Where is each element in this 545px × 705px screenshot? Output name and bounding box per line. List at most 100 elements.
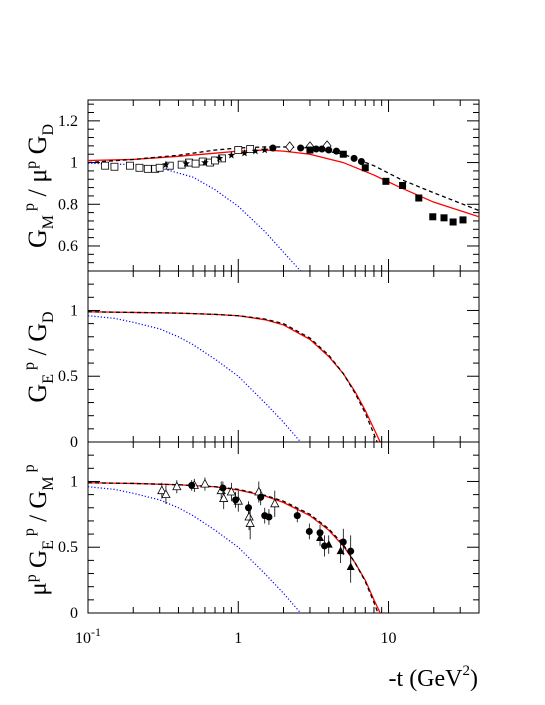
label-part: 2 <box>463 663 471 679</box>
y-tick-label: 1 <box>70 473 78 490</box>
data-point-star <box>240 149 249 157</box>
curves <box>88 482 381 613</box>
data-point-circle-filled <box>269 144 277 152</box>
data-point-square-filled <box>429 213 437 221</box>
y-tick-label: 0.6 <box>58 238 78 255</box>
label-part: p <box>23 161 40 169</box>
data-point-star <box>215 154 224 162</box>
series-blue-dotted <box>88 162 302 271</box>
data-point-triangle-open <box>157 485 167 495</box>
data-point-square-open <box>234 146 243 154</box>
y-tick-label: 0.8 <box>58 196 78 213</box>
data-point-square-open <box>177 160 186 169</box>
label-part: / G <box>23 323 52 362</box>
data-point-square-open <box>101 161 110 170</box>
data-point-circle-filled <box>312 145 320 153</box>
label-part: ) <box>470 666 478 692</box>
label-part: G <box>23 384 52 403</box>
y-ticks: 0.6 0.8 1 1.2 <box>58 103 479 272</box>
data-point-star <box>182 159 190 167</box>
data-point-square-filled <box>415 194 423 202</box>
data-point-circle-filled <box>245 504 253 512</box>
data-point-triangle-open <box>270 498 280 508</box>
curves <box>88 311 381 442</box>
data-point-square-filled <box>339 150 347 158</box>
series-black-dashed <box>88 482 379 613</box>
panel-frame <box>87 99 480 272</box>
data-point-star <box>201 158 209 166</box>
panel-top: 0.6 0.8 1 1.2 <box>58 99 480 272</box>
label-part: p <box>21 203 38 215</box>
label-part: / μ <box>23 169 52 203</box>
y-tick-label: 0.5 <box>58 368 78 385</box>
data-point-square-open <box>135 163 144 172</box>
label-part: D <box>40 311 57 323</box>
data-point-triangle-open <box>219 493 229 502</box>
data-point-square-filled <box>399 182 407 189</box>
data-point-circle-filled <box>339 538 347 546</box>
label-part: 1 <box>234 630 242 647</box>
data-point-square-open <box>246 145 255 153</box>
data-point-circle-filled <box>293 512 301 520</box>
data-point-triangle-filled <box>336 546 345 555</box>
series-blue-dotted <box>88 315 302 442</box>
data-point-square-open <box>155 163 164 172</box>
data-point-triangle-open <box>161 489 171 499</box>
label-part: 10 <box>75 630 91 647</box>
series-red-solid <box>88 311 381 442</box>
data-point-triangle-filled <box>324 540 333 548</box>
data-point-triangle-open <box>172 481 182 491</box>
panel-middle: 00.51 <box>58 270 480 451</box>
label-part: p <box>21 464 38 476</box>
series-red-solid <box>88 149 479 218</box>
label-part: G <box>23 136 52 161</box>
y-tick-label: 1.2 <box>58 113 78 130</box>
label-part: 10 <box>381 630 397 647</box>
x-tick-label: 10-1 <box>75 625 101 647</box>
data-point-circle-filled <box>265 513 273 521</box>
series-black-dashed <box>88 146 479 212</box>
data-point-triangle-open <box>245 518 255 527</box>
data-point-circle-filled <box>257 493 265 501</box>
data-point-star <box>162 160 170 168</box>
y-tick-label: 0 <box>70 434 78 451</box>
label-part: M <box>40 215 57 229</box>
data-point-triangle-open <box>254 486 264 496</box>
label-part: p <box>23 574 40 582</box>
data-point-triangle-open <box>200 478 210 488</box>
y-axis-label-top: GM p / μp GD <box>21 124 57 248</box>
data-point-square-filled <box>459 216 467 224</box>
x-tick-label: 10 <box>381 630 397 647</box>
data-point-circle-filled <box>219 484 227 492</box>
data-point-square-open <box>143 164 152 173</box>
data-point-star <box>260 146 269 154</box>
data-point-triangle-open <box>226 486 237 496</box>
data-point-square-open <box>110 162 119 171</box>
data-point-square-filled <box>361 164 369 172</box>
series-blue-dotted <box>88 486 302 613</box>
data-point-circle-filled <box>318 145 326 153</box>
data-point-triangle-filled <box>346 562 355 570</box>
panel-frame <box>87 270 480 443</box>
label-part: D <box>40 124 57 136</box>
x-axis-title: -t (GeV2) <box>389 663 478 692</box>
label-part: / G <box>25 491 52 529</box>
data-points <box>101 140 467 226</box>
data-point-circle-filled <box>325 146 333 154</box>
x-ticks <box>87 100 480 271</box>
y-axis-label-bottom: μp GE p / GM p <box>21 464 57 595</box>
panel-frame <box>87 441 480 614</box>
data-point-circle-filled <box>297 144 305 152</box>
series-black-dashed <box>88 311 378 442</box>
data-points <box>157 477 355 583</box>
y-tick-label: 0.5 <box>58 539 78 556</box>
data-point-square-filled <box>449 218 457 226</box>
label-part: -t (GeV <box>389 666 464 692</box>
label-part: G <box>23 229 52 248</box>
data-point-square-open <box>191 159 200 168</box>
data-point-circle-filled <box>332 147 340 155</box>
